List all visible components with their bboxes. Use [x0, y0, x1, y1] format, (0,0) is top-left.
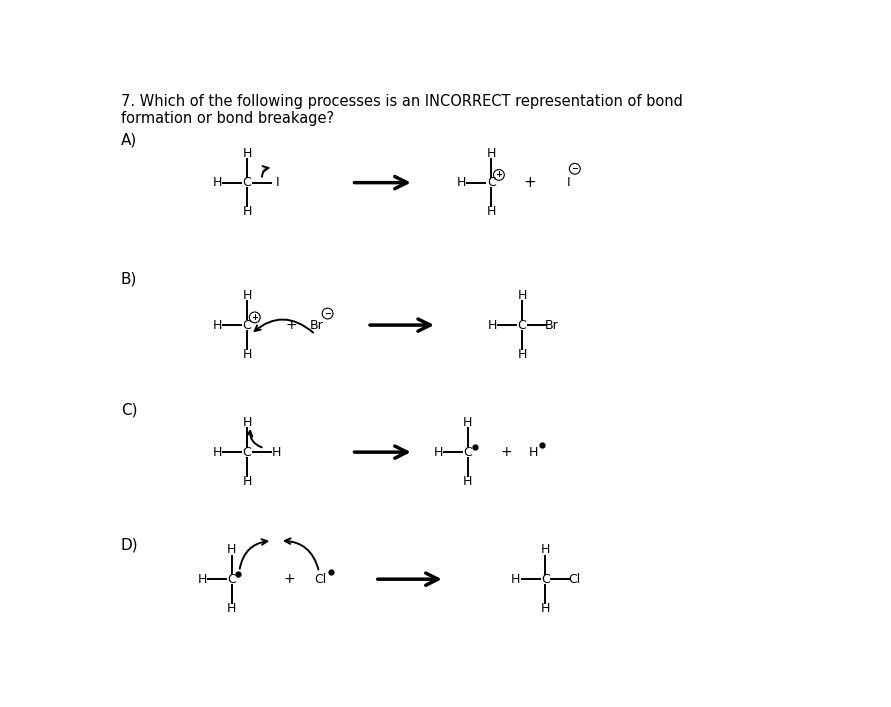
Text: H: H: [486, 206, 495, 218]
Text: H: H: [488, 319, 497, 332]
Text: H: H: [486, 147, 495, 160]
Text: 7. Which of the following processes is an INCORRECT representation of bond
forma: 7. Which of the following processes is a…: [120, 94, 683, 127]
Text: I: I: [276, 176, 280, 189]
Text: C: C: [518, 319, 527, 332]
Text: H: H: [213, 445, 222, 459]
Text: D): D): [120, 537, 138, 552]
Text: H: H: [272, 445, 282, 459]
Text: Cl: Cl: [315, 573, 327, 585]
Text: H: H: [242, 206, 251, 218]
Text: C: C: [541, 573, 550, 585]
Text: H: H: [541, 544, 550, 556]
Text: B): B): [120, 271, 137, 286]
Text: C: C: [242, 445, 251, 459]
Text: −: −: [571, 164, 578, 173]
Text: H: H: [541, 602, 550, 615]
Text: H: H: [463, 475, 472, 488]
Text: Cl: Cl: [568, 573, 581, 585]
Text: H: H: [518, 289, 527, 303]
Text: H: H: [242, 416, 251, 429]
Text: +: +: [501, 445, 512, 459]
Text: H: H: [518, 348, 527, 361]
Text: H: H: [434, 445, 443, 459]
Text: H: H: [242, 475, 251, 488]
Text: H: H: [463, 416, 472, 429]
Text: H: H: [227, 602, 236, 615]
Text: +: +: [524, 175, 536, 190]
Text: +: +: [284, 572, 296, 586]
Text: H: H: [457, 176, 466, 189]
Text: A): A): [120, 133, 137, 148]
Text: C: C: [463, 445, 472, 459]
Text: +: +: [285, 318, 297, 332]
Text: H: H: [198, 573, 207, 585]
Text: C: C: [242, 319, 251, 332]
Text: H: H: [227, 544, 236, 556]
Text: H: H: [242, 348, 251, 361]
Text: H: H: [213, 319, 222, 332]
Text: I: I: [567, 176, 570, 189]
Text: Br: Br: [544, 319, 559, 332]
Text: H: H: [529, 445, 538, 459]
Text: H: H: [242, 289, 251, 303]
Text: +: +: [251, 313, 258, 322]
Text: C: C: [242, 176, 251, 189]
Text: −: −: [324, 309, 331, 318]
Text: +: +: [495, 170, 503, 180]
Text: C: C: [486, 176, 495, 189]
Text: H: H: [213, 176, 222, 189]
Text: C: C: [227, 573, 236, 585]
Text: C): C): [120, 402, 137, 417]
Text: Br: Br: [310, 319, 323, 332]
Text: H: H: [511, 573, 520, 585]
Text: H: H: [242, 147, 251, 160]
